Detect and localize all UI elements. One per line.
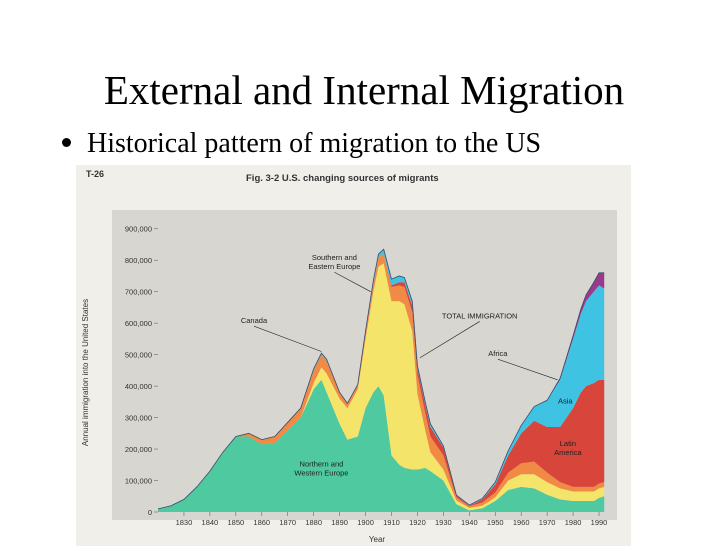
area-chart: T-26 Fig. 3-2 U.S. changing sources of m… xyxy=(81,169,617,544)
bullet-dot-icon xyxy=(62,138,71,148)
x-tick-label: 1910 xyxy=(383,518,400,527)
x-tick-label: 1990 xyxy=(591,518,608,527)
y-tick-label: 300,000 xyxy=(125,414,152,423)
x-tick-label: 1890 xyxy=(331,518,348,527)
x-tick-label: 1870 xyxy=(279,518,296,527)
y-tick-label: 200,000 xyxy=(125,445,152,454)
chart-title: Fig. 3-2 U.S. changing sources of migran… xyxy=(246,173,439,184)
y-tick-label: 400,000 xyxy=(125,382,152,391)
annotation-label: Northern and Western Europe xyxy=(294,459,348,477)
y-axis: 0 100,000 200,000 300,000 400,000 500,000 600,… xyxy=(125,225,158,517)
x-tick-label: 1840 xyxy=(202,518,219,527)
x-tick-label: 1830 xyxy=(176,518,193,527)
x-tick-label: 1880 xyxy=(305,518,322,527)
area-northern-and-western-europe xyxy=(158,379,605,512)
y-tick-label: 500,000 xyxy=(125,351,152,360)
annotation-label: TOTAL IMMIGRATION xyxy=(442,311,518,320)
x-tick-label: 1920 xyxy=(409,518,426,527)
y-tick-label: 100,000 xyxy=(125,477,152,486)
x-tick-label: 1980 xyxy=(565,518,582,527)
annotation-label: Southern and Eastern Europe xyxy=(308,253,360,271)
annotations: Southern and Eastern Europe Canada TOTAL IM… xyxy=(241,253,583,477)
slide-title: External and Internal Migration xyxy=(103,67,625,113)
annotation-label: Asia xyxy=(558,396,573,405)
annotation-label: Latin America xyxy=(554,439,582,457)
bullet-text: Historical pattern of migration to the U… xyxy=(87,128,542,159)
x-tick-label: 1930 xyxy=(435,518,452,527)
y-tick-label: 700,000 xyxy=(125,288,152,297)
area-canada xyxy=(158,253,605,509)
y-tick-label: 900,000 xyxy=(125,225,152,234)
x-axis-label: Year xyxy=(369,535,386,544)
area-southern-and-eastern-europe xyxy=(158,263,605,511)
annotation-leader-line xyxy=(334,271,371,292)
x-tick-label: 1850 xyxy=(227,518,244,527)
figure-code: T-26 xyxy=(86,169,104,179)
bullet-point: Historical pattern of migration to the U… xyxy=(62,128,541,160)
y-tick-label: 800,000 xyxy=(125,256,152,265)
area-layers xyxy=(157,248,605,512)
annotation-leader-line xyxy=(497,358,558,381)
x-tick-label: 1940 xyxy=(461,518,478,527)
annotation-leader-line xyxy=(419,321,480,359)
x-axis: 1830 1840 1850 1860 1870 1880 1890 1900 1910 1920… xyxy=(176,512,608,527)
y-axis-label: Annual immigration into the United State… xyxy=(81,299,90,446)
total-immigration-line xyxy=(157,248,605,510)
x-tick-label: 1860 xyxy=(253,518,270,527)
x-tick-label: 1960 xyxy=(513,518,530,527)
y-tick-label: 0 xyxy=(148,508,152,517)
x-tick-label: 1950 xyxy=(487,518,504,527)
annotation-label: Canada xyxy=(241,316,268,325)
x-tick-label: 1900 xyxy=(357,518,374,527)
y-tick-label: 600,000 xyxy=(125,319,152,328)
annotation-leader-line xyxy=(253,325,322,352)
x-tick-label: 1970 xyxy=(539,518,556,527)
annotation-label: Africa xyxy=(488,349,508,358)
chart-figure: T-26 Fig. 3-2 U.S. changing sources of m… xyxy=(76,165,631,546)
